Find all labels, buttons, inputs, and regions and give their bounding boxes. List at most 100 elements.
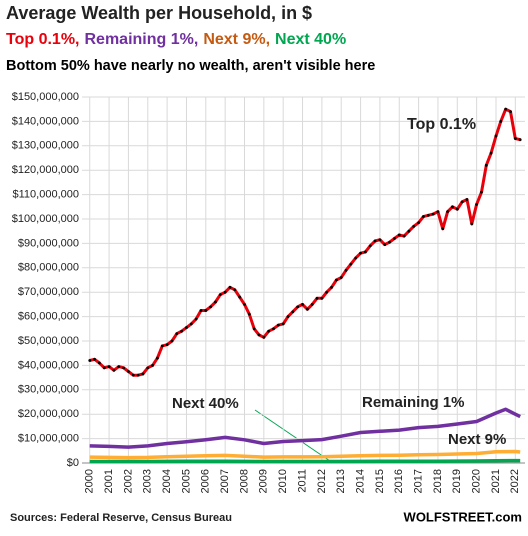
data-point [98,361,101,365]
y-tick-label: $80,000,000 [18,262,79,274]
data-point [334,278,338,282]
data-point [518,138,522,142]
x-tick-label: 2000 [84,469,96,493]
data-point [344,268,348,272]
x-tick-label: 2020 [471,469,483,493]
data-point [397,233,401,237]
data-point [431,212,435,216]
data-point [102,366,106,370]
series-line [89,407,521,449]
data-point [455,207,459,211]
data-point [146,366,150,370]
data-point [180,329,184,333]
subtitle-part: Next 40% [275,31,346,48]
data-point [436,210,440,214]
y-tick-label: $10,000,000 [18,433,79,445]
y-tick-label: $120,000,000 [12,164,79,176]
x-tick-label: 2011 [296,469,308,493]
data-point [393,237,396,240]
subtitle-part: Top 0.1%, [6,31,80,48]
data-point [107,365,111,369]
data-point [513,137,517,140]
data-point [417,221,421,225]
x-tick-label: 2002 [122,469,134,493]
x-tick-label: 2003 [142,469,154,493]
source: Sources: Federal Reserve, Census Bureau [10,512,232,524]
y-tick-label: $70,000,000 [18,286,79,298]
x-tick-label: 2006 [200,469,212,493]
data-point [301,303,304,306]
data-point [272,327,275,331]
chart-title: Average Wealth per Household, in $ [6,3,312,23]
y-tick-label: $90,000,000 [18,237,79,249]
x-tick-label: 2012 [316,469,328,493]
data-point [122,366,125,370]
data-point [170,339,174,343]
data-point [262,335,266,339]
x-tick-label: 2009 [258,469,270,493]
y-tick-label: $40,000,000 [18,359,79,371]
data-point [131,373,135,377]
series-line [89,449,521,460]
note: Bottom 50% have nearly no wealth, aren't… [6,58,375,74]
data-point [475,202,479,206]
series-label: Top 0.1% [407,116,476,133]
data-point [189,322,193,326]
data-point [276,323,280,327]
y-tick-label: $130,000,000 [12,140,79,152]
y-tick-label: $140,000,000 [12,115,79,127]
data-point [383,243,387,247]
x-tick-label: 2001 [103,469,115,493]
x-tick-label: 2019 [451,469,463,493]
data-point [407,229,411,233]
data-point [214,300,217,304]
subtitle: Top 0.1%, Remaining 1%, Next 9%, Next 40% [6,31,346,48]
series-label: Next 9% [448,431,506,448]
x-tick-label: 2015 [374,469,386,493]
y-tick-label: $100,000,000 [12,213,79,225]
y-tick-label: $110,000,000 [13,189,79,201]
data-point [185,326,188,329]
data-point [330,285,333,289]
y-tick-label: $30,000,000 [18,384,79,396]
data-point [175,332,179,336]
y-tick-label: $50,000,000 [18,335,79,347]
data-point [339,276,343,279]
data-point [315,296,319,300]
data-point [233,288,237,292]
x-tick-label: 2018 [432,469,444,493]
x-tick-label: 2017 [413,469,425,493]
data-point [204,309,208,312]
data-point [489,151,493,155]
y-tick-label: $20,000,000 [18,408,79,420]
data-point [209,305,213,309]
data-point [218,293,222,297]
data-point [310,303,314,306]
data-point [141,372,145,376]
x-tick-label: 2021 [490,469,502,493]
x-tick-label: 2008 [238,469,250,493]
data-point [151,364,155,367]
series-line [89,458,521,464]
y-tick-label: $60,000,000 [18,311,79,323]
x-tick-label: 2005 [180,469,192,493]
data-point [504,107,508,111]
data-point [509,110,512,114]
data-point [243,303,246,306]
data-point [247,312,251,316]
data-point [257,333,261,337]
data-point [480,190,483,194]
data-point [160,344,164,348]
data-point [359,251,362,255]
data-point [499,120,503,123]
series-label: Next 40% [172,395,239,412]
y-tick-label: $0 [67,457,79,469]
data-point [426,213,430,217]
data-point [281,322,285,326]
data-point [199,309,203,312]
x-tick-label: 2014 [354,469,366,493]
data-point [378,238,382,242]
data-point [470,222,474,226]
data-point [228,285,232,289]
data-point [460,200,464,204]
